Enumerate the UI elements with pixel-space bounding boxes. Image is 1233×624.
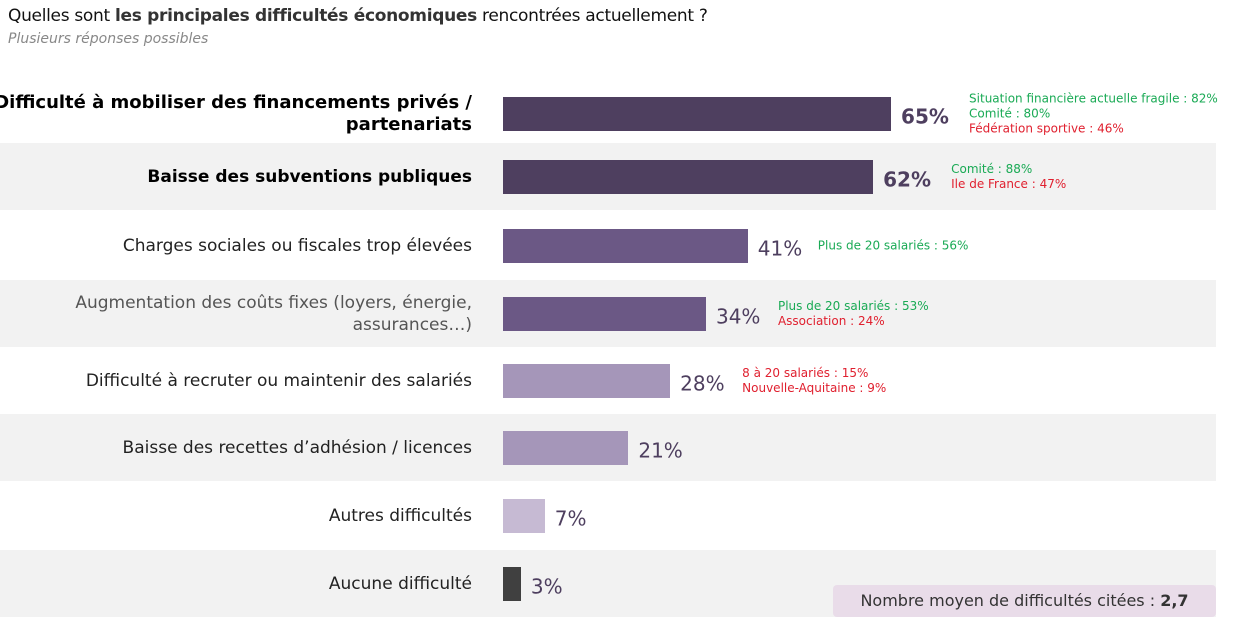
annotation: Comité : 88% bbox=[951, 161, 1033, 176]
category-label: Baisse des recettes d’adhésion / licence… bbox=[122, 437, 472, 458]
value-label: 65% bbox=[901, 103, 949, 128]
chart-row: Difficulté à recruter ou maintenir des s… bbox=[0, 347, 1216, 414]
annotation-notes: Situation financière actuelle fragile : … bbox=[969, 91, 1218, 136]
average-badge: Nombre moyen de difficultés citées : 2,7 bbox=[833, 585, 1216, 617]
value-label: 28% bbox=[680, 370, 725, 395]
annotation: Comité : 80% bbox=[969, 106, 1051, 120]
bar bbox=[503, 566, 521, 601]
annotation: Fédération sportive : 46% bbox=[969, 121, 1124, 135]
question-title: Quelles sont les principales difficultés… bbox=[8, 6, 708, 26]
value-label: 3% bbox=[530, 573, 563, 598]
category-label: Difficulté à recruter ou maintenir des s… bbox=[85, 370, 472, 391]
annotation-notes: Plus de 20 salariés : 53% Association : 2… bbox=[778, 299, 929, 329]
chart-row: Baisse des recettes d’adhésion / licence… bbox=[0, 414, 1216, 481]
annotation-notes: Comité : 88% Ile de France : 47% bbox=[951, 162, 1066, 192]
annotation: Ile de France : 47% bbox=[951, 176, 1067, 191]
annotation: Association : 24% bbox=[777, 313, 885, 328]
chart-row: Charges sociales ou fiscales trop élevée… bbox=[0, 212, 1216, 279]
value-label: 34% bbox=[715, 303, 761, 328]
annotation-notes: 8 à 20 salariés : 15% Nouvelle-Aquitaine … bbox=[742, 366, 886, 396]
bar bbox=[503, 159, 874, 194]
annotation: Situation financière actuelle fragile : … bbox=[969, 91, 1218, 105]
bar bbox=[503, 498, 545, 533]
bar bbox=[503, 363, 671, 398]
value-label: 21% bbox=[638, 437, 683, 462]
subtitle: Plusieurs réponses possibles bbox=[8, 31, 209, 47]
value-label: 7% bbox=[554, 505, 587, 530]
bar bbox=[503, 228, 748, 263]
annotation-notes: Plus de 20 salariés : 56% bbox=[818, 238, 969, 253]
bar bbox=[503, 296, 706, 331]
category-label: Aucune difficulté bbox=[328, 573, 472, 594]
category-label: Baisse des subventions publiques bbox=[147, 166, 472, 187]
annotation: Plus de 20 salariés : 53% bbox=[777, 298, 929, 313]
chart-row: Augmentation des coûts fixes (loyers, én… bbox=[0, 280, 1216, 347]
chart-row: Autres difficultés 7% bbox=[0, 482, 1216, 549]
category-label: Autres difficultés bbox=[328, 505, 472, 526]
category-label: Difficulté à mobiliser des financements … bbox=[0, 91, 472, 135]
bar bbox=[503, 96, 892, 131]
value-label: 62% bbox=[883, 166, 931, 191]
category-label: Charges sociales ou fiscales trop élevée… bbox=[122, 235, 472, 256]
value-label: 41% bbox=[757, 235, 803, 260]
bar bbox=[503, 430, 629, 465]
chart-row: Difficulté à mobiliser des financements … bbox=[0, 80, 1218, 147]
annotation: Nouvelle-Aquitaine : 9% bbox=[742, 380, 887, 395]
annotation: Plus de 20 salariés : 56% bbox=[817, 238, 969, 252]
annotation: 8 à 20 salariés : 15% bbox=[742, 365, 869, 380]
chart-row: Baisse des subventions publiques 62% Comit… bbox=[0, 143, 1216, 210]
category-label: Augmentation des coûts fixes (loyers, én… bbox=[75, 292, 472, 335]
